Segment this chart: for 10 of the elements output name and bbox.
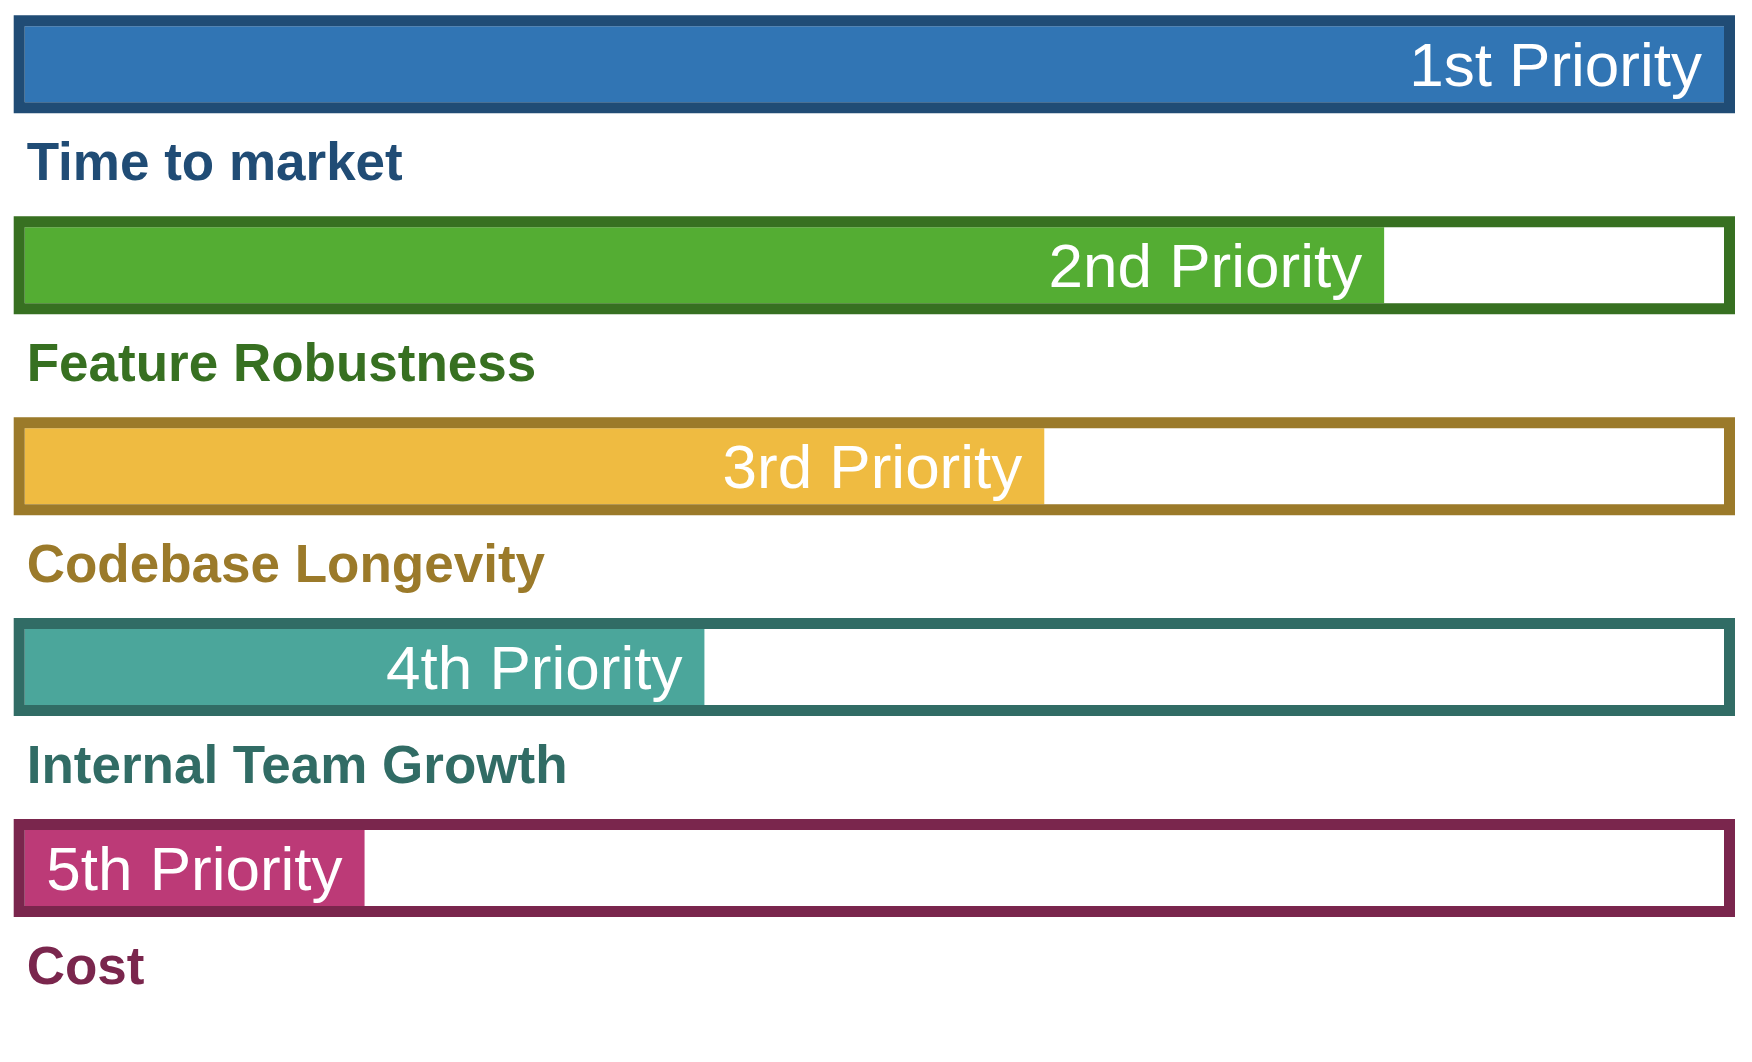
annotation: 3rd Priority <box>722 431 1023 501</box>
y-tick-label: Feature Robustness <box>26 332 537 392</box>
annotation: 5th Priority <box>46 833 343 903</box>
y-tick-label: Internal Team Growth <box>26 734 568 794</box>
annotation: 2nd Priority <box>1048 230 1363 300</box>
annotation: 4th Priority <box>386 632 683 702</box>
annotation: 1st Priority <box>1409 29 1702 99</box>
y-tick-label: Cost <box>26 935 145 995</box>
y-tick-label: Time to market <box>26 131 403 191</box>
y-tick-label: Codebase Longevity <box>26 533 546 593</box>
